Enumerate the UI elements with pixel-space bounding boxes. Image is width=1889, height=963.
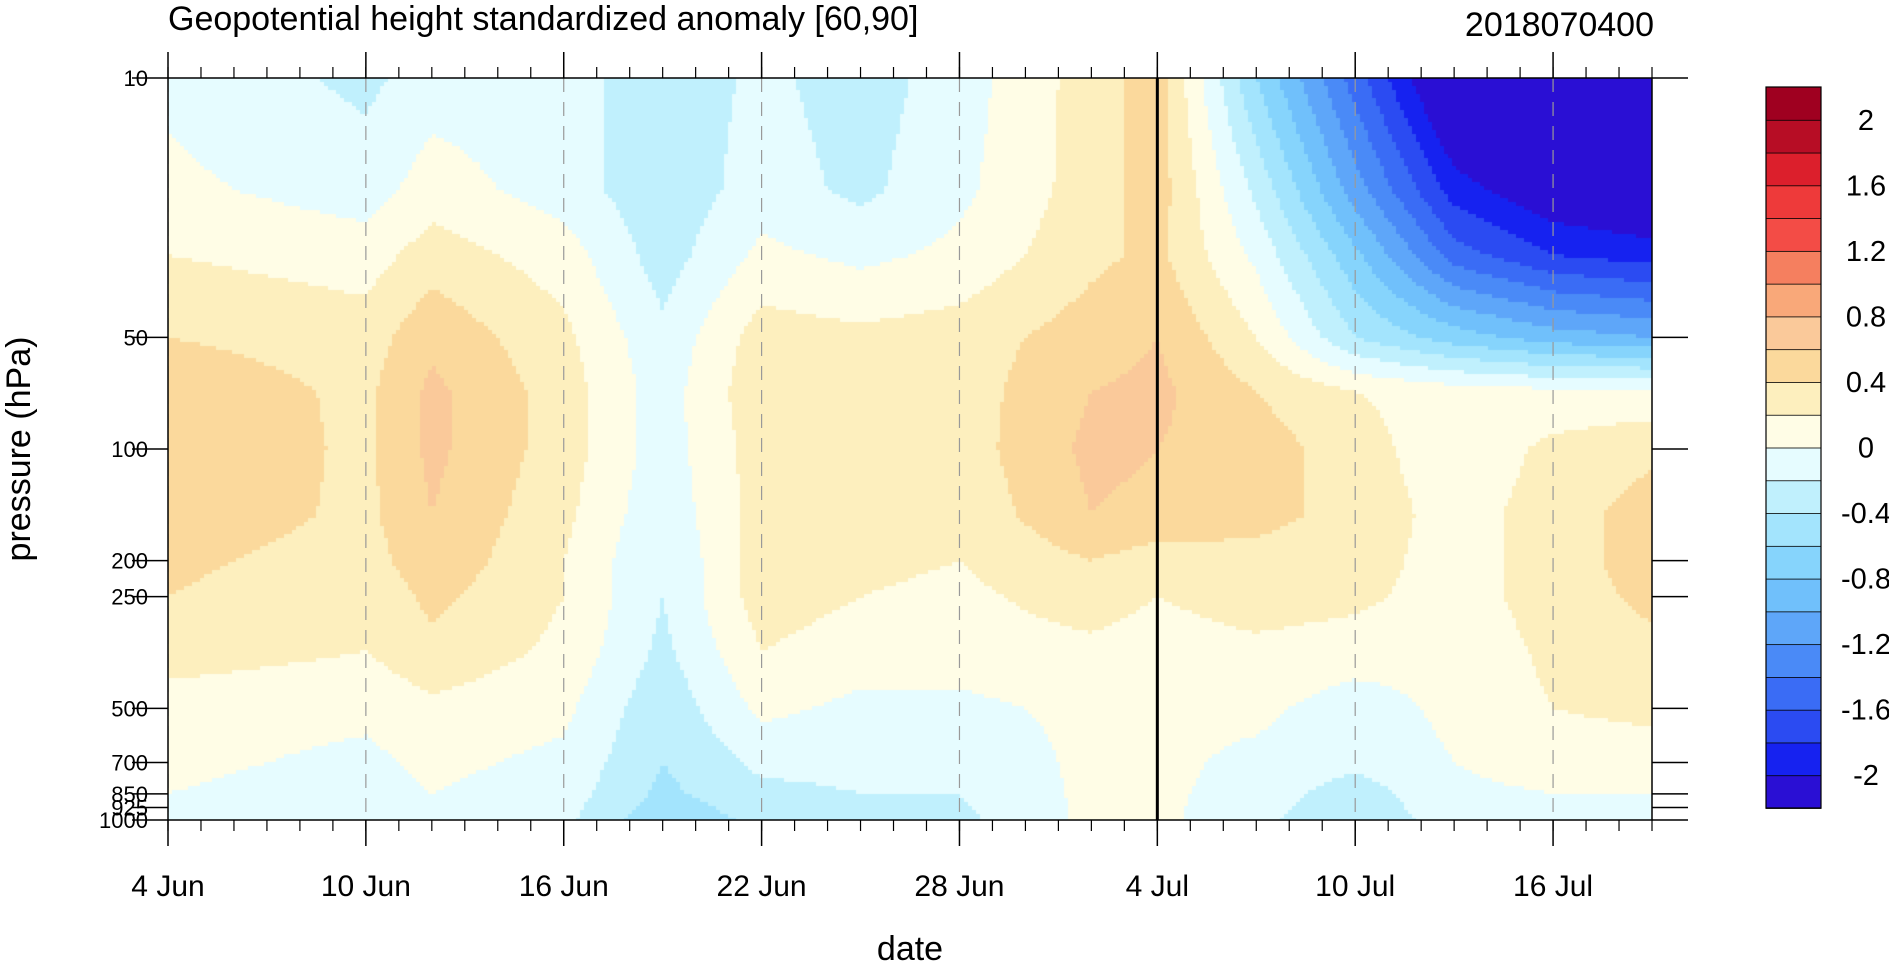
colorbar-swatch (1765, 414, 1822, 449)
y-tick-label: 1000 (99, 808, 148, 833)
colorbar-frame (1765, 86, 1822, 809)
colorbar-label: 2 (1858, 105, 1874, 137)
colorbar-swatch (1765, 774, 1822, 809)
x-tick-label: 10 Jun (321, 870, 411, 903)
contour-field (168, 78, 1652, 820)
colorbar-swatch (1765, 152, 1822, 187)
colorbar-swatch (1765, 643, 1822, 678)
colorbar-swatch (1765, 447, 1822, 482)
colorbar-swatch (1765, 348, 1822, 383)
colorbar-swatch (1765, 709, 1822, 744)
x-tick-label: 16 Jul (1513, 870, 1593, 903)
colorbar-label: 1.2 (1846, 236, 1886, 268)
date-guide-lines (168, 78, 1554, 820)
colorbar-swatch (1765, 742, 1822, 777)
y-tick-label: 50 (124, 325, 148, 350)
x-tick-label: 4 Jun (131, 870, 204, 903)
colorbar-label: 0 (1858, 433, 1874, 465)
colorbar-label: 0.4 (1846, 367, 1886, 399)
colorbar-label: -0.4 (1841, 498, 1889, 530)
y-tick-label: 500 (111, 696, 148, 721)
colorbar-swatch (1765, 512, 1822, 547)
colorbar-swatch (1765, 610, 1822, 646)
chart-title: Geopotential height standardized anomaly… (168, 0, 918, 38)
x-tick-label: 10 Jul (1315, 870, 1395, 903)
colorbar-swatch (1765, 217, 1822, 252)
colorbar-label: -1.6 (1841, 695, 1889, 727)
y-tick-label: 925 (111, 795, 148, 820)
x-axis-label: date (877, 930, 943, 963)
y-tick-label: 100 (111, 437, 148, 462)
colorbar-swatch (1765, 479, 1822, 514)
x-tick-label: 28 Jun (914, 870, 1004, 903)
colorbar-swatch (1765, 316, 1822, 351)
colorbar-swatch (1765, 283, 1822, 318)
x-tick-label: 16 Jun (519, 870, 609, 903)
colorbar-swatch (1765, 119, 1822, 154)
contour-fill (168, 78, 1652, 820)
colorbar-swatch (1765, 86, 1822, 121)
colorbar-swatch (1765, 545, 1822, 580)
colorbar-swatch (1765, 381, 1822, 416)
colorbar-swatch (1765, 250, 1822, 285)
x-tick-label: 22 Jun (717, 870, 807, 903)
y-tick-label: 700 (111, 751, 148, 776)
colorbar-swatch (1765, 578, 1822, 613)
x-axis: 4 Jun 10 Jun 16 Jun 22 Jun 28 Jun 4 Jul 10 Jul… (131, 52, 1653, 903)
chart-timestamp: 2018070400 (1465, 6, 1654, 44)
colorbar-label: 0.8 (1846, 301, 1886, 333)
colorbar-label: -2 (1853, 760, 1879, 792)
colorbar-label: -1.2 (1841, 629, 1889, 661)
y-tick-label: 850 (111, 782, 148, 807)
colorbar-label: -0.8 (1841, 564, 1889, 596)
colorbar: 2 1.6 1.2 0.8 0.4 0 -0.4 -0.8 -1.2 -1.6 -2 (1765, 86, 1889, 809)
colorbar-swatch (1765, 184, 1822, 219)
x-tick-label: 4 Jul (1126, 870, 1189, 903)
colorbar-swatch (1765, 676, 1822, 711)
y-tick-label: 200 (111, 549, 148, 574)
y-tick-label: 250 (111, 585, 148, 610)
y-axis-label: pressure (hPa) (0, 337, 38, 562)
y-tick-label: 10 (124, 66, 148, 91)
colorbar-label: 1.6 (1846, 170, 1886, 202)
